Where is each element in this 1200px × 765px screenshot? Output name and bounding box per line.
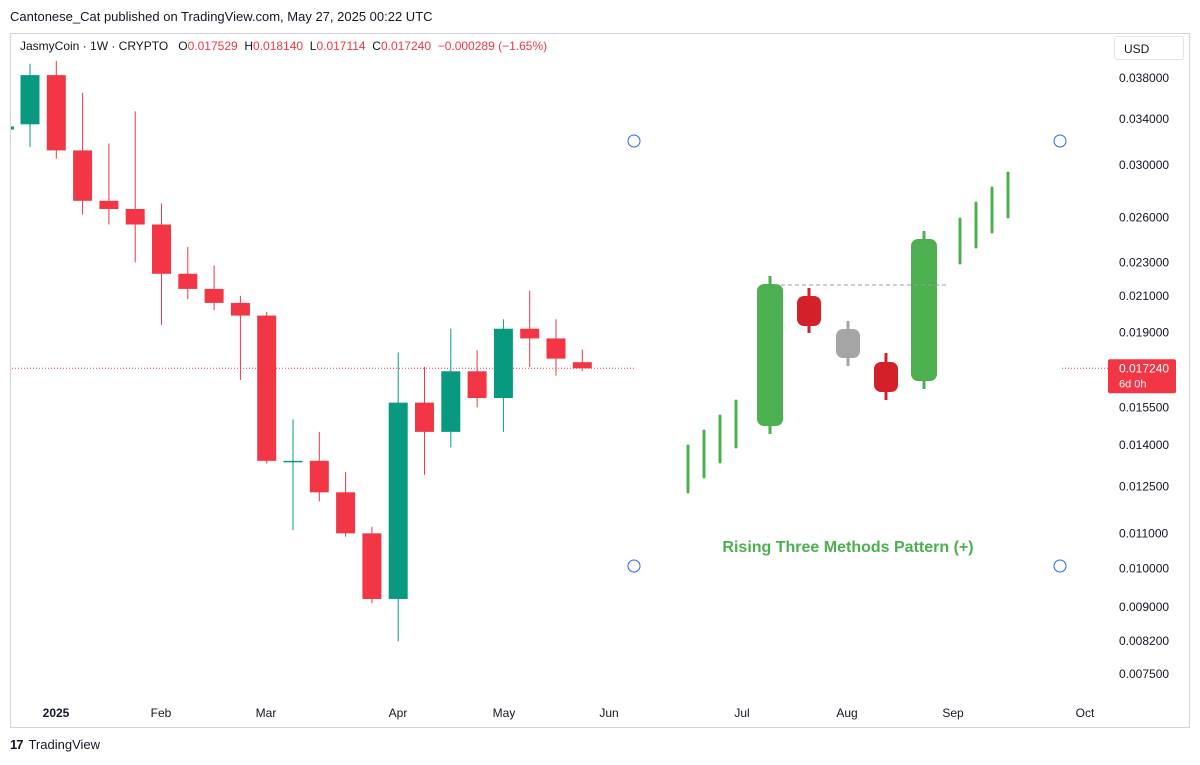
pattern-title: Rising Three Methods Pattern (+) [722, 539, 973, 556]
candle-body [204, 288, 224, 303]
candle-body [520, 328, 540, 339]
x-tick-label: 2025 [43, 706, 70, 720]
candle-body [309, 460, 329, 493]
candle-body [178, 273, 198, 289]
legend-symbol: JasmyCoin · 1W · CRYPTO [20, 39, 169, 53]
drawing-anchor-handle[interactable] [1053, 134, 1067, 148]
candle-body [20, 75, 40, 125]
drawing-anchor-handle[interactable] [1053, 559, 1067, 573]
y-tick-label: 0.011000 [1119, 526, 1168, 540]
x-tick-label: Apr [389, 706, 408, 720]
candle-body [572, 362, 592, 369]
drawing-anchors[interactable] [627, 134, 1067, 573]
footer-brand: TradingView [28, 737, 101, 752]
legend-close-value: 0.017240 [380, 39, 432, 53]
pattern-candle [836, 329, 860, 358]
legend-open-label: O [178, 39, 188, 53]
tradingview-logo-icon: 17 [10, 737, 24, 752]
candle-body [99, 200, 119, 210]
x-tick-label: Mar [256, 706, 277, 720]
y-tick-label: 0.010000 [1119, 561, 1169, 575]
candle-body [388, 402, 408, 599]
candle-body [152, 224, 171, 274]
x-axis: 2025 Feb Mar Apr May Jun Jul Aug Sep Oct [43, 706, 1095, 720]
pattern-candle [757, 284, 783, 426]
candle-body [73, 150, 93, 201]
candle-body [493, 328, 513, 399]
pattern-candle [797, 296, 821, 326]
candle-body [230, 302, 250, 316]
x-tick-label: Jul [734, 706, 749, 720]
y-tick-label: 0.038000 [1119, 71, 1169, 85]
y-tick-label: 0.019000 [1119, 326, 1169, 340]
published-text: Cantonese_Cat published on TradingView.c… [10, 9, 433, 24]
y-tick-label: 0.026000 [1119, 210, 1169, 224]
candle-body [125, 209, 145, 225]
y-tick-label: 0.009000 [1119, 600, 1169, 614]
candle-body [257, 315, 277, 461]
candle-body [362, 533, 382, 599]
candle-body [336, 492, 356, 534]
symbol-legend: JasmyCoin · 1W · CRYPTO O0.017529 H0.018… [20, 39, 547, 53]
current-price-label: 0.017240 6d 0h [1108, 359, 1176, 394]
legend-change: −0.000289 (−1.65%) [437, 39, 548, 53]
header-bar: Cantonese_Cat published on TradingView.c… [0, 0, 1200, 34]
legend-close-label: C [372, 39, 381, 53]
x-tick-label: May [493, 706, 516, 720]
y-tick-label: 0.021000 [1119, 289, 1169, 303]
drawing-anchor-handle[interactable] [627, 559, 641, 573]
currency-selector[interactable]: USD [1114, 36, 1184, 60]
y-tick-label: 0.007500 [1119, 667, 1169, 681]
x-tick-label: Feb [151, 706, 172, 720]
candle-body [415, 402, 434, 432]
candle-body [467, 371, 487, 399]
y-tick-label: 0.034000 [1119, 112, 1169, 126]
legend-open-value: 0.017529 [187, 39, 238, 53]
candle-body [283, 460, 303, 463]
candle-body [46, 75, 66, 151]
candles [11, 61, 1108, 642]
price-label-countdown: 6d 0h [1119, 378, 1147, 390]
legend-high-label: H [244, 39, 254, 53]
legend-low-value: 0.017114 [316, 39, 366, 53]
price-label-box [1108, 359, 1176, 394]
price-label-value: 0.017240 [1119, 361, 1169, 375]
y-tick-label: 0.015500 [1119, 400, 1169, 414]
x-tick-label: Oct [1076, 706, 1095, 720]
chart-frame [10, 33, 1190, 728]
candle-body [441, 371, 461, 432]
y-tick-label: 0.012500 [1119, 479, 1169, 493]
x-tick-label: Sep [942, 706, 964, 720]
legend-high-value: 0.018140 [253, 39, 304, 53]
y-tick-label: 0.014000 [1119, 438, 1169, 452]
pattern-candle [911, 239, 937, 381]
footer: 17 TradingView [10, 737, 100, 752]
y-tick-label: 0.008200 [1119, 634, 1169, 648]
y-axis: 0.038000 0.034000 0.030000 0.026000 0.023000… [1119, 71, 1169, 681]
y-tick-label: 0.030000 [1119, 158, 1169, 172]
pattern-illustration [686, 171, 1010, 494]
candle-body [546, 338, 566, 359]
y-tick-label: 0.023000 [1119, 255, 1169, 269]
pattern-candle [874, 362, 898, 392]
drawing-anchor-handle[interactable] [627, 134, 641, 148]
x-tick-label: Aug [836, 706, 857, 720]
legend-low-label: L [309, 39, 317, 53]
x-tick-label: Jun [599, 706, 618, 720]
